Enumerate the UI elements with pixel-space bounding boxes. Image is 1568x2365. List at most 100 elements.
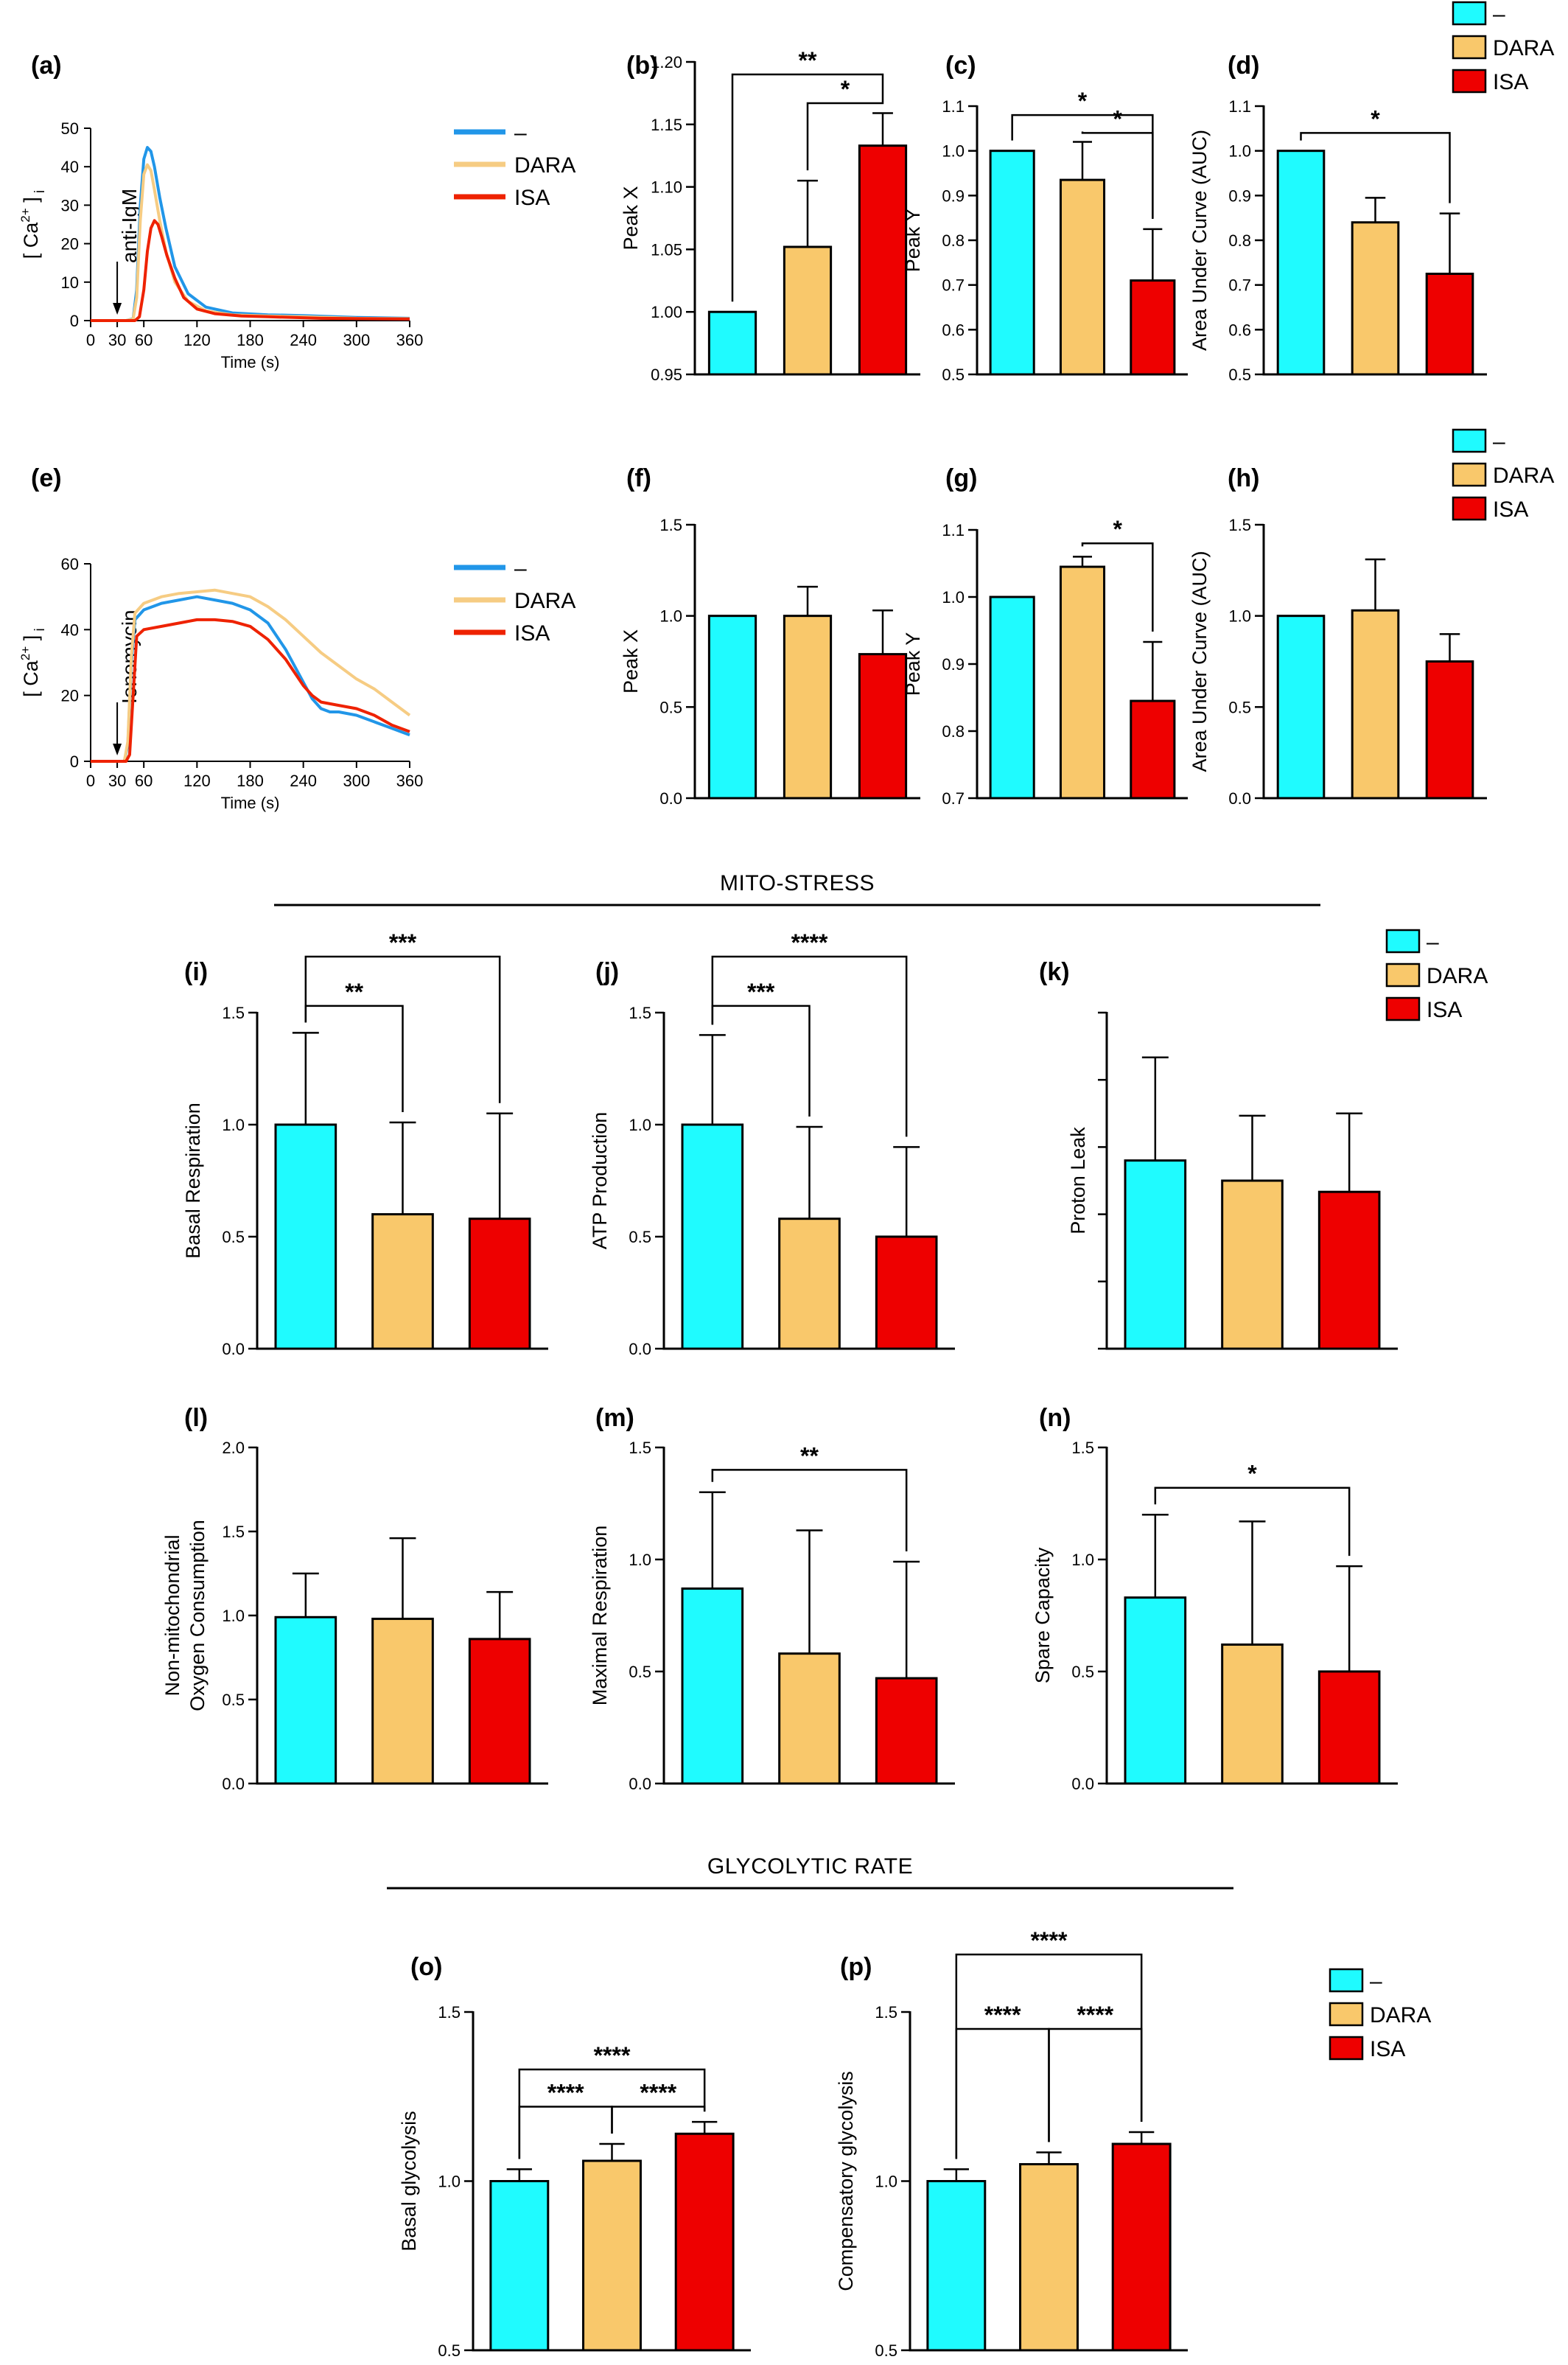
- y-tick-label: 1.5: [438, 2003, 461, 2022]
- chart-e: (e) 0 30 60 120 180 240 300 360 0 20 40 60 Time (s) [ …: [18, 464, 575, 812]
- y-axis-label: [ Ca2+ ] i: [18, 628, 48, 696]
- legend-swatch: [1385, 929, 1421, 954]
- bar-dara: [783, 615, 833, 800]
- significance-label: ****: [640, 2080, 676, 2106]
- y-axis-label: Peak Y: [902, 209, 924, 273]
- legend-label: DARA: [514, 589, 575, 613]
- significance-bracket: [304, 1005, 404, 1112]
- bar-control: [707, 615, 757, 800]
- significance-bracket: [711, 1005, 811, 1117]
- y-tick-label: 1.0: [659, 607, 682, 626]
- chart-n: (n) 0.0 0.5 1.0 1.5 Spare Capacity *: [1032, 1404, 1398, 1793]
- bar-isa: [1425, 660, 1474, 800]
- y-tick-label: 0.0: [629, 1775, 651, 1793]
- chart-g: (g) 0.7 0.8 0.9 1.0 1.1 Peak Y *: [902, 464, 1188, 808]
- y-tick-label: 0.8: [942, 722, 965, 741]
- significance-label: ****: [1031, 1927, 1068, 1954]
- y-tick-label: 1.1: [942, 97, 965, 116]
- x-tick-label: 30: [108, 331, 126, 349]
- panel-label-o: (o): [410, 1953, 442, 1981]
- y-tick-label: 30: [61, 196, 79, 214]
- significance-label: **: [800, 1442, 819, 1469]
- bar-control: [926, 2180, 987, 2352]
- legend-mito: – DARA ISA: [1385, 929, 1488, 1022]
- bar-control: [1276, 615, 1326, 800]
- bar-dara: [1351, 609, 1400, 800]
- legend-swatch: [1452, 428, 1487, 453]
- y-tick-label: 0.5: [942, 366, 965, 384]
- legend-label: DARA: [1493, 36, 1554, 60]
- y-axis-label: Area Under Curve (AUC): [1189, 551, 1211, 772]
- significance-label: ***: [747, 979, 775, 1005]
- x-tick-label: 300: [343, 331, 370, 349]
- y-tick-label: 0.0: [1071, 1775, 1094, 1793]
- bar-dara: [371, 1618, 434, 1785]
- panel-label-g: (g): [945, 464, 977, 492]
- chart-l: (l) 0.0 0.5 1.0 1.5 2.0 Non-mitochondrial Oxyge…: [161, 1404, 548, 1793]
- y-tick-label: 0.0: [222, 1340, 245, 1358]
- legend-swatch: [1329, 1968, 1364, 1993]
- x-tick-label: 60: [135, 772, 153, 790]
- x-tick-label: 180: [237, 772, 264, 790]
- bar-control: [681, 1123, 744, 1350]
- x-tick-label: 0: [86, 331, 95, 349]
- y-axis-label: Spare Capacity: [1032, 1547, 1054, 1683]
- significance-bracket: [518, 2106, 613, 2159]
- y-axis-label: Compensatory glycolysis: [835, 2071, 857, 2291]
- legend-swatch: [1452, 462, 1487, 487]
- bar-dara: [371, 1213, 434, 1350]
- bar-control: [989, 595, 1035, 800]
- bar-isa: [1317, 1190, 1381, 1350]
- bar-dara: [582, 2159, 642, 2352]
- y-tick-label: 1.5: [629, 1439, 651, 1457]
- y-tick-label: 1.5: [659, 516, 682, 534]
- y-axis-label: Peak Y: [902, 632, 924, 696]
- legend-label: –: [1493, 430, 1505, 454]
- chart-p: (p) 0.5 1.0 1.5 Compensatory glycolysis **** *…: [835, 1927, 1188, 2360]
- y-tick-label: 0.9: [942, 186, 965, 205]
- x-axis-label: Time (s): [221, 353, 280, 371]
- significance-bracket: [955, 2027, 1050, 2159]
- y-tick-label: 0.5: [222, 1691, 245, 1709]
- y-axis-label: [ Ca2+ ] i: [18, 190, 48, 259]
- y-tick-label: 40: [61, 621, 79, 639]
- legend-label: ISA: [1370, 2037, 1405, 2061]
- legend-top: – DARA ISA: [1452, 1, 1554, 94]
- y-tick-label: 1.5: [222, 1004, 245, 1022]
- y-tick-label: 0.5: [629, 1663, 651, 1681]
- section-title: GLYCOLYTIC RATE: [707, 1854, 913, 1879]
- y-tick-label: 40: [61, 158, 79, 176]
- bar-dara: [783, 245, 833, 376]
- legend-label: –: [514, 121, 527, 145]
- y-tick-label: 1.0: [1071, 1551, 1094, 1569]
- y-tick-label: 1.1: [1228, 97, 1251, 116]
- y-tick-label: 0.0: [222, 1775, 245, 1793]
- y-axis-label: Area Under Curve (AUC): [1189, 130, 1211, 351]
- y-tick-label: 1.0: [222, 1607, 245, 1625]
- x-tick-label: 360: [396, 331, 424, 349]
- legend-label: –: [514, 556, 527, 581]
- x-axis-label: Time (s): [221, 794, 280, 812]
- y-tick-label: 20: [61, 235, 79, 254]
- chart-o: (o) 0.5 1.0 1.5 Basal glycolysis **** **** ****: [398, 1953, 751, 2360]
- legend-glyco: – DARA ISA: [1329, 1968, 1431, 2061]
- chart-k: (k) Proton Leak: [1039, 958, 1398, 1350]
- significance-bracket: [304, 955, 501, 1103]
- x-tick-label: 60: [135, 331, 153, 349]
- chart-f: (f) 0.0 0.5 1.0 1.5 Peak X: [620, 464, 920, 808]
- y-tick-label: 0.5: [438, 2341, 461, 2360]
- y-tick-label: 0: [70, 752, 79, 771]
- legend-label: DARA: [1427, 964, 1488, 988]
- legend-label: –: [1493, 2, 1505, 27]
- bar-isa: [858, 653, 908, 800]
- y-tick-label: 0: [70, 312, 79, 330]
- y-tick-label: 0.5: [629, 1228, 651, 1246]
- y-tick-label: 1.0: [875, 2173, 897, 2191]
- y-tick-label: 1.15: [651, 116, 682, 134]
- significance-bracket: [1048, 2027, 1143, 2142]
- y-tick-label: 1.5: [875, 2003, 897, 2022]
- panel-label-b: (b): [626, 52, 658, 80]
